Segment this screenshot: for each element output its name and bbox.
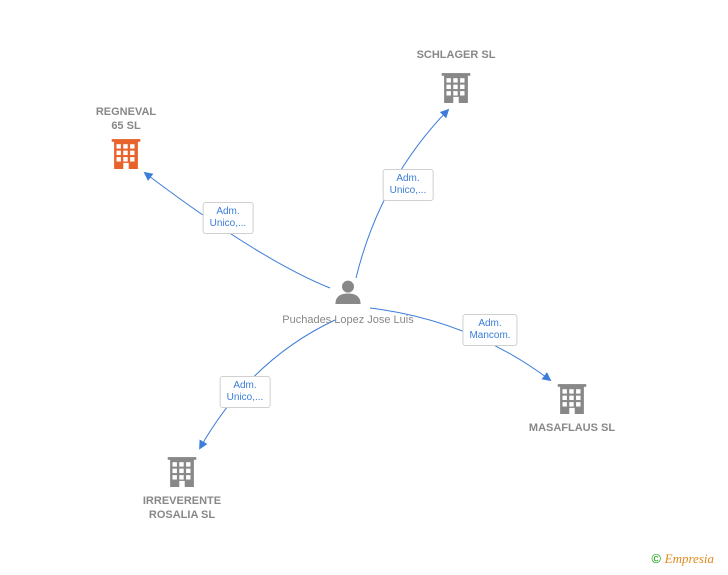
center-node-label: Puchades Lopez Jose Luis xyxy=(282,314,413,328)
building-icon xyxy=(558,384,587,414)
edge-label-schlager: Adm. Unico,... xyxy=(383,169,434,201)
node-label-schlager: SCHLAGER SL xyxy=(417,49,496,63)
copyright-symbol: © xyxy=(651,551,661,566)
person-icon xyxy=(335,281,360,304)
node-label-irreverente: IRREVERENTE ROSALIA SL xyxy=(143,495,221,523)
edge-label-irreverente: Adm. Unico,... xyxy=(220,376,271,408)
node-label-masaflaus: MASAFLAUS SL xyxy=(529,422,615,436)
building-icon xyxy=(112,139,141,169)
node-label-regneval: REGNEVAL 65 SL xyxy=(96,106,156,134)
brand-name: Empresia xyxy=(665,551,714,566)
edge-label-masaflaus: Adm. Mancom. xyxy=(462,314,517,346)
diagram-canvas xyxy=(0,0,728,575)
building-icon xyxy=(442,73,471,103)
edge-label-regneval: Adm. Unico,... xyxy=(203,202,254,234)
building-icon xyxy=(168,457,197,487)
watermark: © Empresia xyxy=(651,551,714,567)
